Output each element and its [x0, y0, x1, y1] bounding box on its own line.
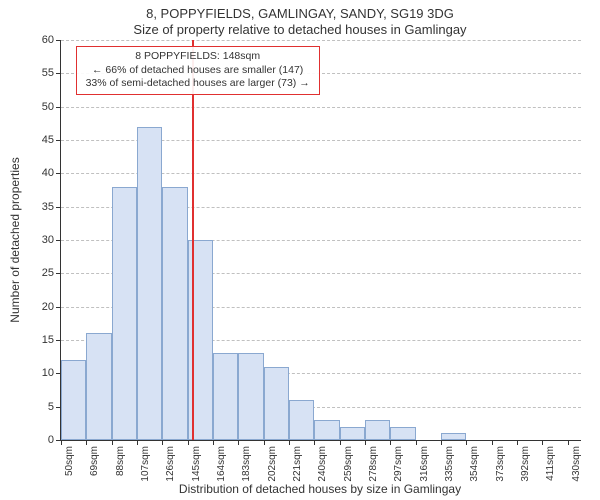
xtick-label: 50sqm	[64, 446, 75, 476]
xtick-mark	[213, 440, 214, 445]
histogram-bar	[162, 187, 187, 440]
xtick-mark	[466, 440, 467, 445]
ytick-label: 35	[24, 201, 54, 213]
xtick-mark	[112, 440, 113, 445]
histogram-bar	[340, 427, 365, 440]
ytick-label: 45	[24, 134, 54, 146]
histogram-bar	[365, 420, 390, 440]
xtick-label: 297sqm	[393, 446, 404, 482]
ytick-label: 15	[24, 334, 54, 346]
ytick-label: 40	[24, 167, 54, 179]
gridline	[61, 40, 581, 41]
ytick-label: 10	[24, 367, 54, 379]
ytick-mark	[56, 173, 61, 174]
ytick-mark	[56, 140, 61, 141]
ytick-mark	[56, 107, 61, 108]
ytick-label: 60	[24, 34, 54, 46]
xtick-mark	[137, 440, 138, 445]
xtick-mark	[238, 440, 239, 445]
xtick-label: 411sqm	[545, 446, 556, 481]
callout-line2: ← 66% of detached houses are smaller (14…	[83, 64, 313, 78]
xtick-mark	[162, 440, 163, 445]
xtick-label: 278sqm	[368, 446, 379, 482]
marker-callout: 8 POPPYFIELDS: 148sqm← 66% of detached h…	[76, 46, 320, 95]
xtick-label: 316sqm	[419, 446, 430, 482]
xtick-mark	[289, 440, 290, 445]
x-axis-label: Distribution of detached houses by size …	[60, 482, 580, 496]
histogram-bar	[289, 400, 314, 440]
xtick-label: 430sqm	[571, 446, 582, 482]
chart-title-address: 8, POPPYFIELDS, GAMLINGAY, SANDY, SG19 3…	[0, 6, 600, 21]
ytick-mark	[56, 307, 61, 308]
plot-area	[60, 40, 581, 441]
ytick-label: 25	[24, 267, 54, 279]
xtick-mark	[86, 440, 87, 445]
xtick-mark	[441, 440, 442, 445]
xtick-label: 107sqm	[140, 446, 151, 482]
marker-line	[192, 40, 194, 440]
ytick-label: 20	[24, 301, 54, 313]
xtick-label: 88sqm	[115, 446, 126, 476]
ytick-mark	[56, 73, 61, 74]
xtick-mark	[517, 440, 518, 445]
histogram-bar	[441, 433, 466, 440]
histogram-bar	[61, 360, 86, 440]
xtick-mark	[188, 440, 189, 445]
histogram-bar	[86, 333, 111, 440]
histogram-chart: 8, POPPYFIELDS, GAMLINGAY, SANDY, SG19 3…	[0, 0, 600, 500]
ytick-mark	[56, 273, 61, 274]
histogram-bar	[314, 420, 339, 440]
xtick-label: 373sqm	[495, 446, 506, 482]
xtick-label: 392sqm	[520, 446, 531, 482]
xtick-mark	[340, 440, 341, 445]
xtick-mark	[542, 440, 543, 445]
xtick-label: 259sqm	[343, 446, 354, 482]
ytick-mark	[56, 340, 61, 341]
xtick-mark	[61, 440, 62, 445]
histogram-bar	[238, 353, 263, 440]
ytick-label: 50	[24, 101, 54, 113]
xtick-mark	[390, 440, 391, 445]
ytick-mark	[56, 240, 61, 241]
xtick-label: 145sqm	[191, 446, 202, 482]
ytick-mark	[56, 40, 61, 41]
histogram-bar	[213, 353, 238, 440]
xtick-mark	[416, 440, 417, 445]
xtick-label: 221sqm	[292, 446, 303, 482]
xtick-label: 183sqm	[241, 446, 252, 482]
xtick-label: 69sqm	[89, 446, 100, 476]
ytick-label: 30	[24, 234, 54, 246]
xtick-mark	[264, 440, 265, 445]
histogram-bar	[264, 367, 289, 440]
y-axis-label: Number of detached properties	[8, 157, 22, 322]
xtick-mark	[314, 440, 315, 445]
xtick-label: 335sqm	[444, 446, 455, 482]
xtick-mark	[492, 440, 493, 445]
xtick-label: 202sqm	[267, 446, 278, 482]
xtick-mark	[568, 440, 569, 445]
ytick-label: 0	[24, 434, 54, 446]
chart-title-desc: Size of property relative to detached ho…	[0, 22, 600, 37]
xtick-label: 126sqm	[165, 446, 176, 482]
xtick-label: 164sqm	[216, 446, 227, 482]
xtick-label: 354sqm	[469, 446, 480, 482]
ytick-mark	[56, 207, 61, 208]
histogram-bar	[112, 187, 137, 440]
callout-line1: 8 POPPYFIELDS: 148sqm	[83, 50, 313, 64]
xtick-mark	[365, 440, 366, 445]
xtick-label: 240sqm	[317, 446, 328, 482]
histogram-bar	[137, 127, 162, 440]
ytick-label: 5	[24, 401, 54, 413]
gridline	[61, 107, 581, 108]
callout-line3: 33% of semi-detached houses are larger (…	[83, 77, 313, 91]
ytick-label: 55	[24, 67, 54, 79]
histogram-bar	[390, 427, 415, 440]
